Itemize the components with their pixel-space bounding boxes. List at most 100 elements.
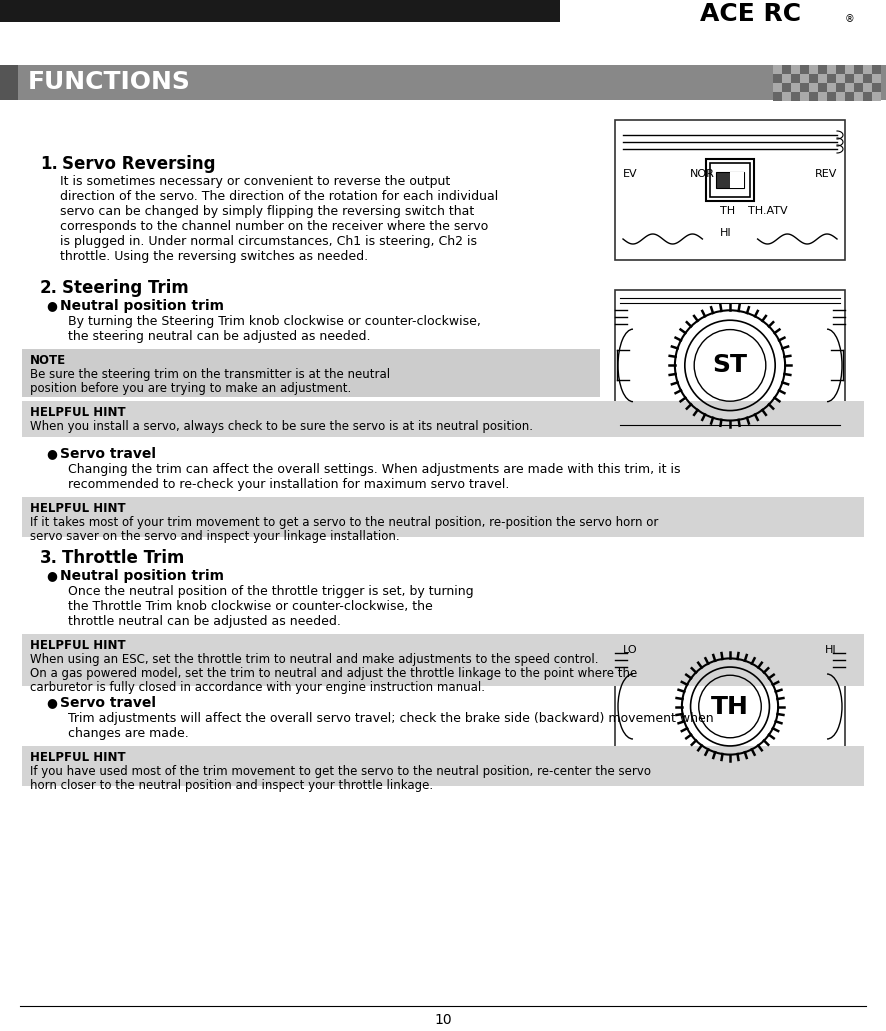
Text: If you have used most of the trim movement to get the servo to the neutral posit: If you have used most of the trim moveme… [30,765,651,778]
Bar [615,635,845,765]
Bar [791,84,800,92]
Bar [854,74,863,84]
Bar [800,92,809,101]
Bar [706,159,754,201]
Bar [836,74,845,84]
Text: ®: ® [845,14,855,24]
Bar [615,120,845,260]
Bar [818,84,827,92]
Bar [716,172,744,189]
Text: HELPFUL HINT: HELPFUL HINT [30,751,126,764]
Bar [773,65,782,74]
Text: Neutral position trim: Neutral position trim [60,569,224,583]
Text: Servo travel: Servo travel [60,447,156,461]
Text: NOTE: NOTE [30,354,66,367]
Text: 2.: 2. [40,279,58,297]
Bar [827,65,836,74]
Bar [827,74,836,84]
Bar [809,84,818,92]
Bar [560,0,886,22]
Text: ●: ● [46,299,57,312]
Bar [22,634,864,686]
Bar [845,92,854,101]
Bar [854,84,863,92]
Text: throttle. Using the reversing switches as needed.: throttle. Using the reversing switches a… [60,250,368,263]
Bar [872,74,881,84]
Text: LO: LO [623,645,638,655]
Text: By turning the Steering Trim knob clockwise or counter-clockwise,: By turning the Steering Trim knob clockw… [68,315,481,328]
Bar [800,74,809,84]
Text: Throttle Trim: Throttle Trim [62,548,184,567]
Bar [863,92,872,101]
Text: carburetor is fully closed in accordance with your engine instruction manual.: carburetor is fully closed in accordance… [30,681,485,694]
Bar [0,0,886,22]
Bar [845,74,854,84]
Text: the Throttle Trim knob clockwise or counter-clockwise, the: the Throttle Trim knob clockwise or coun… [68,600,432,613]
Text: Neutral position trim: Neutral position trim [60,299,224,313]
Bar [22,746,864,786]
Bar [22,401,864,437]
Text: NOR: NOR [690,169,715,179]
Bar [827,84,836,92]
Bar [800,84,809,92]
Text: ●: ● [46,696,57,709]
Bar [791,65,800,74]
Text: changes are made.: changes are made. [68,727,189,740]
Text: 1.: 1. [40,155,58,173]
Bar [827,92,836,101]
Bar [809,74,818,84]
Text: Servo Reversing: Servo Reversing [62,155,215,173]
Text: ●: ● [46,569,57,583]
Bar [782,84,791,92]
Text: HELPFUL HINT: HELPFUL HINT [30,502,126,516]
Bar [872,65,881,74]
Text: On a gas powered model, set the trim to neutral and adjust the throttle linkage : On a gas powered model, set the trim to … [30,667,637,680]
Text: TH.ATV: TH.ATV [748,206,788,217]
Bar [836,92,845,101]
Bar [854,92,863,101]
Text: position before you are trying to make an adjustment.: position before you are trying to make a… [30,383,351,395]
Text: When using an ESC, set the throttle trim to neutral and make adjustments to the : When using an ESC, set the throttle trim… [30,653,599,666]
Text: ACE RC: ACE RC [700,2,801,26]
Text: ●: ● [46,447,57,460]
Text: TH: TH [711,695,749,719]
Text: 3.: 3. [40,548,58,567]
Text: If it takes most of your trim movement to get a servo to the neutral position, r: If it takes most of your trim movement t… [30,516,658,529]
Bar [818,92,827,101]
Text: Servo travel: Servo travel [60,696,156,710]
Bar [710,163,750,197]
Bar [782,92,791,101]
Bar [22,497,864,537]
Bar [818,65,827,74]
Text: direction of the servo. The direction of the rotation for each individual: direction of the servo. The direction of… [60,190,498,203]
Bar [782,74,791,84]
Bar [854,65,863,74]
Bar [730,172,744,189]
Text: recommended to re-check your installation for maximum servo travel.: recommended to re-check your installatio… [68,478,509,491]
Text: the steering neutral can be adjusted as needed.: the steering neutral can be adjusted as … [68,330,370,343]
Bar [809,92,818,101]
Bar [22,350,600,397]
Text: ST: ST [712,354,748,377]
Bar [0,65,886,100]
Bar [836,65,845,74]
Text: Once the neutral position of the throttle trigger is set, by turning: Once the neutral position of the throttl… [68,585,474,598]
Text: HELPFUL HINT: HELPFUL HINT [30,406,126,419]
Bar [800,65,809,74]
Text: HI: HI [720,228,732,238]
Bar [863,74,872,84]
Text: corresponds to the channel number on the receiver where the servo: corresponds to the channel number on the… [60,220,488,233]
Text: HI: HI [826,645,837,655]
Bar [782,65,791,74]
Bar [791,74,800,84]
Text: TH: TH [720,206,735,217]
Bar [773,74,782,84]
Text: 10: 10 [434,1013,452,1027]
Bar [863,84,872,92]
Text: Changing the trim can affect the overall settings. When adjustments are made wit: Changing the trim can affect the overall… [68,463,680,476]
Bar [872,92,881,101]
Bar [773,92,782,101]
Text: servo can be changed by simply flipping the reversing switch that: servo can be changed by simply flipping … [60,205,474,218]
Bar [809,65,818,74]
Text: is plugged in. Under normal circumstances, Ch1 is steering, Ch2 is: is plugged in. Under normal circumstance… [60,235,477,248]
